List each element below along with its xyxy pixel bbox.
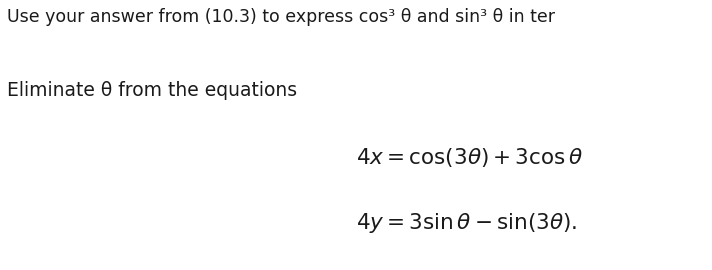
Text: Eliminate θ from the equations: Eliminate θ from the equations — [7, 81, 297, 100]
Text: $4y = 3\sin\theta - \sin(3\theta).$: $4y = 3\sin\theta - \sin(3\theta).$ — [356, 211, 577, 235]
Text: $4x = \cos(3\theta) + 3\cos\theta$: $4x = \cos(3\theta) + 3\cos\theta$ — [356, 146, 583, 169]
Text: Use your answer from (10.3) to express cos³ θ and sin³ θ in ter: Use your answer from (10.3) to express c… — [7, 8, 555, 26]
